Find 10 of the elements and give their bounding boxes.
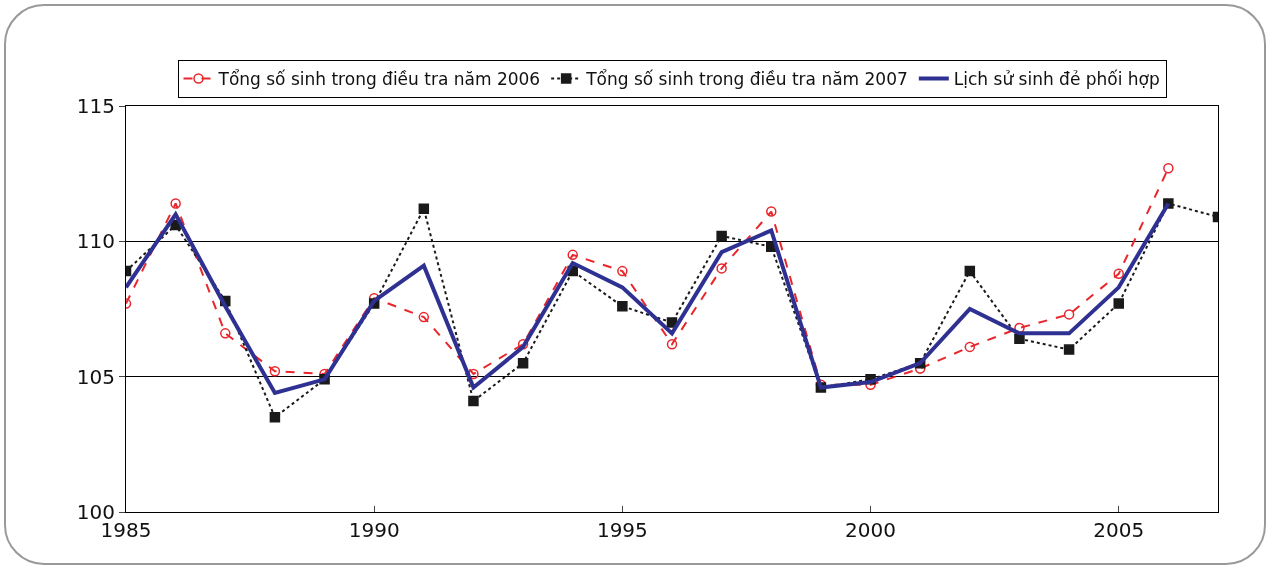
x-tick-label: 1995: [596, 518, 648, 542]
y-tick-label: 110: [76, 229, 115, 254]
y-tick-label: 105: [76, 364, 115, 389]
x-tick-label: 2000: [845, 518, 896, 542]
legend-label: Lịch sử sinh đẻ phối hợp: [953, 69, 1160, 90]
legend-label: Tổng số sinh trong điều tra năm 2007: [585, 69, 908, 90]
x-tick-label: 2005: [1093, 518, 1145, 542]
legend-label: Tổng số sinh trong điều tra năm 2006: [217, 69, 541, 90]
x-tick-label: 1990: [348, 518, 400, 542]
y-tick-label: 115: [76, 94, 115, 118]
